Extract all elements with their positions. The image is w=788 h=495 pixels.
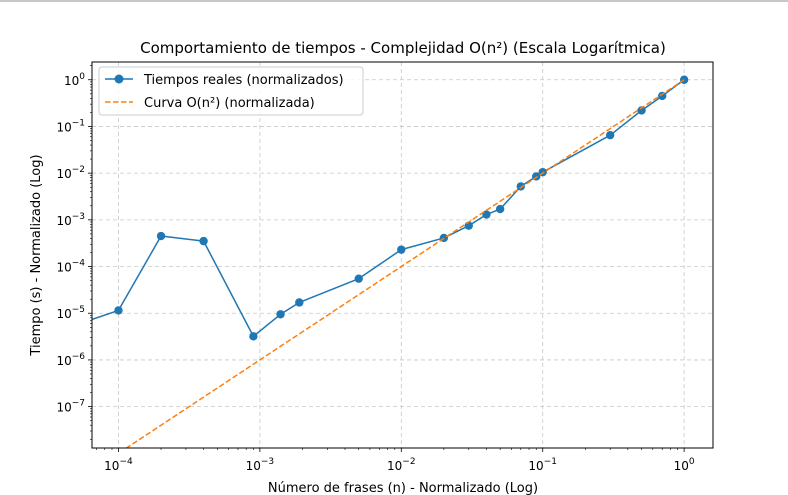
series-layer [75,75,689,448]
legend-label-real: Tiempos reales (normalizados) [143,73,344,88]
data-point-real [295,298,304,307]
series-line-theory [125,79,685,448]
data-point-real [354,274,363,283]
grid-lines [92,62,713,448]
window-top-border [0,0,788,2]
data-point-real [516,182,526,191]
y-tick-label: 10−2 [56,165,85,181]
legend-label-theory: Curva O(n²) (normalizada) [144,96,315,111]
y-tick-label: 10−3 [56,212,85,228]
data-point-real [156,231,166,241]
y-tick-label: 10−1 [56,118,85,134]
legend: Tiempos reales (normalizados) Curva O(n²… [98,66,364,116]
data-point-real [495,204,505,214]
legend-box [98,66,364,116]
data-point-real [397,245,406,254]
plot-background [92,62,713,448]
y-axis-title: Tiempo (s) - Normalizado (Log) [29,154,44,356]
x-tick-label: 10−1 [528,457,557,473]
y-tick-label: 100 [64,72,85,88]
series-line-real [92,79,685,338]
data-point-real [199,236,208,246]
data-point-real [605,130,615,140]
y-tick-label: 10−7 [56,399,85,415]
legend-marker-real [114,74,124,84]
data-point-real [679,75,689,84]
x-axis-title: Número de frases (n) - Normalizado (Log) [268,481,538,495]
x-tick-label: 100 [674,457,695,473]
data-point-real [114,306,123,315]
y-tick-label: 10−5 [56,305,85,321]
y-tick-label: 10−6 [56,352,85,368]
x-tick-label: 10−3 [246,457,275,473]
plot-frame [91,61,714,449]
data-point-real [249,332,258,341]
data-point-real [658,91,667,101]
data-point-real [276,310,285,319]
x-tick-label: 10−4 [104,457,133,473]
x-tick-label: 10−2 [387,457,416,473]
chart-title: Comportamiento de tiempos - Complejidad … [140,39,666,57]
axis-ticks: 10−4 10−3 10−2 10−1 100 10−7 10−6 10−5 10−4 10−3 1… [56,65,695,473]
y-tick-label: 10−4 [56,259,85,275]
data-point-real [75,320,83,328]
